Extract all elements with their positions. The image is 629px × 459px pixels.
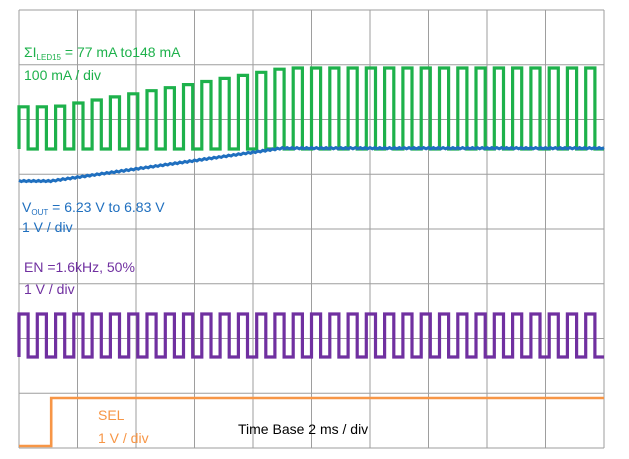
led-current-sigma: ΣI bbox=[24, 44, 37, 60]
sel-label: SEL bbox=[98, 407, 125, 423]
sel-trace bbox=[19, 396, 604, 448]
grid bbox=[18, 9, 605, 449]
led-current-subscript: LED15 bbox=[37, 53, 62, 62]
en-label: EN =1.6kHz, 50% bbox=[24, 259, 135, 275]
vout-label: VOUT = 6.23 V to 6.83 V bbox=[22, 199, 165, 217]
led-current-range: = 77 mA to148 mA bbox=[61, 44, 181, 60]
vout-trace bbox=[18, 145, 605, 184]
en-scale: 1 V / div bbox=[24, 281, 75, 297]
time-base-label: Time Base 2 ms / div bbox=[238, 421, 368, 437]
en-trace bbox=[17, 312, 604, 359]
vout-subscript: OUT bbox=[31, 208, 48, 217]
vout-range: = 6.23 V to 6.83 V bbox=[48, 199, 165, 215]
led-current-scale: 100 mA / div bbox=[24, 67, 101, 83]
traces bbox=[17, 66, 605, 448]
vout-scale: 1 V / div bbox=[22, 219, 73, 235]
led-current-label: ΣILED15 = 77 mA to148 mA bbox=[24, 44, 181, 62]
sel-scale: 1 V / div bbox=[98, 430, 149, 446]
vout-symbol: V bbox=[22, 199, 32, 215]
